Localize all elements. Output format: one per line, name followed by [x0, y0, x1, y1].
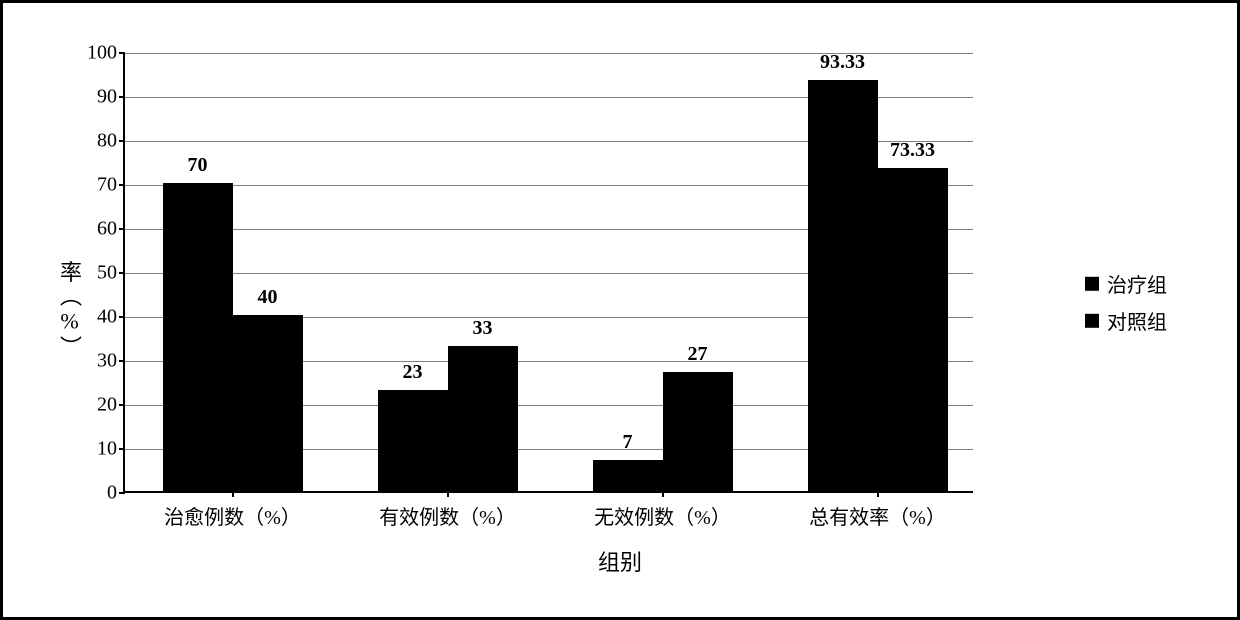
y-tick-mark	[119, 492, 125, 494]
plot-area: 01020304050607080901007040治愈例数（%）2333有效例…	[123, 53, 973, 493]
legend-swatch-icon	[1085, 313, 1099, 327]
y-tick-mark	[119, 360, 125, 362]
y-tick-mark	[119, 272, 125, 274]
y-tick-mark	[119, 316, 125, 318]
y-tick-label: 60	[97, 218, 117, 241]
x-tick-label: 治愈例数（%）	[164, 501, 301, 530]
bar	[233, 315, 303, 491]
legend-item: 治疗组	[1085, 269, 1167, 298]
y-axis-title: 率（%）	[53, 261, 85, 360]
chart-frame: 率（%） 0 10 20 30 40 50 60 70 80 90 100 70 40 治愈例数（%） 23…	[0, 0, 1240, 620]
x-tick-mark	[232, 491, 234, 497]
bar	[163, 183, 233, 491]
legend-label: 对照组	[1107, 306, 1167, 335]
plot-wrapper: 01020304050607080901007040治愈例数（%）2333有效例…	[123, 53, 973, 493]
legend-swatch-icon	[1085, 276, 1099, 290]
x-tick-label: 总有效率（%）	[809, 501, 946, 530]
y-tick-label: 80	[97, 130, 117, 153]
bar	[448, 346, 518, 491]
x-tick-mark	[662, 491, 664, 497]
bar-value-label: 70	[188, 154, 208, 177]
y-tick-mark	[119, 184, 125, 186]
bar-value-label: 73.33	[890, 139, 935, 162]
y-tick-label: 20	[97, 394, 117, 417]
legend-item: 对照组	[1085, 306, 1167, 335]
bar-value-label: 27	[688, 343, 708, 366]
y-tick-mark	[119, 96, 125, 98]
bar	[878, 168, 948, 491]
y-tick-mark	[119, 228, 125, 230]
y-tick-mark	[119, 448, 125, 450]
y-tick-label: 40	[97, 306, 117, 329]
legend: 治疗组 对照组	[1085, 261, 1167, 343]
y-tick-label: 100	[87, 42, 117, 65]
y-tick-label: 0	[107, 482, 117, 505]
y-tick-mark	[119, 140, 125, 142]
y-tick-mark	[119, 404, 125, 406]
y-tick-label: 90	[97, 86, 117, 109]
y-tick-label: 10	[97, 438, 117, 461]
x-axis-title: 组别	[598, 545, 642, 577]
x-tick-label: 无效例数（%）	[594, 501, 731, 530]
chart-container: 率（%） 0 10 20 30 40 50 60 70 80 90 100 70 40 治愈例数（%） 23…	[33, 33, 1207, 587]
bar	[593, 460, 663, 491]
bar	[808, 80, 878, 491]
y-axis-title-text: 率（%）	[57, 261, 82, 360]
x-tick-label: 有效例数（%）	[379, 501, 516, 530]
y-tick-label: 50	[97, 262, 117, 285]
y-tick-label: 30	[97, 350, 117, 373]
legend-label: 治疗组	[1107, 269, 1167, 298]
x-axis-title-text: 组别	[598, 550, 642, 575]
y-tick-label: 70	[97, 174, 117, 197]
bar-value-label: 23	[403, 361, 423, 384]
x-tick-mark	[447, 491, 449, 497]
x-tick-mark	[877, 491, 879, 497]
bar-value-label: 40	[258, 286, 278, 309]
bar	[663, 372, 733, 491]
bar-value-label: 93.33	[820, 51, 865, 74]
y-tick-mark	[119, 52, 125, 54]
bar-value-label: 33	[473, 317, 493, 340]
bar-value-label: 7	[623, 431, 633, 454]
bar	[378, 390, 448, 491]
